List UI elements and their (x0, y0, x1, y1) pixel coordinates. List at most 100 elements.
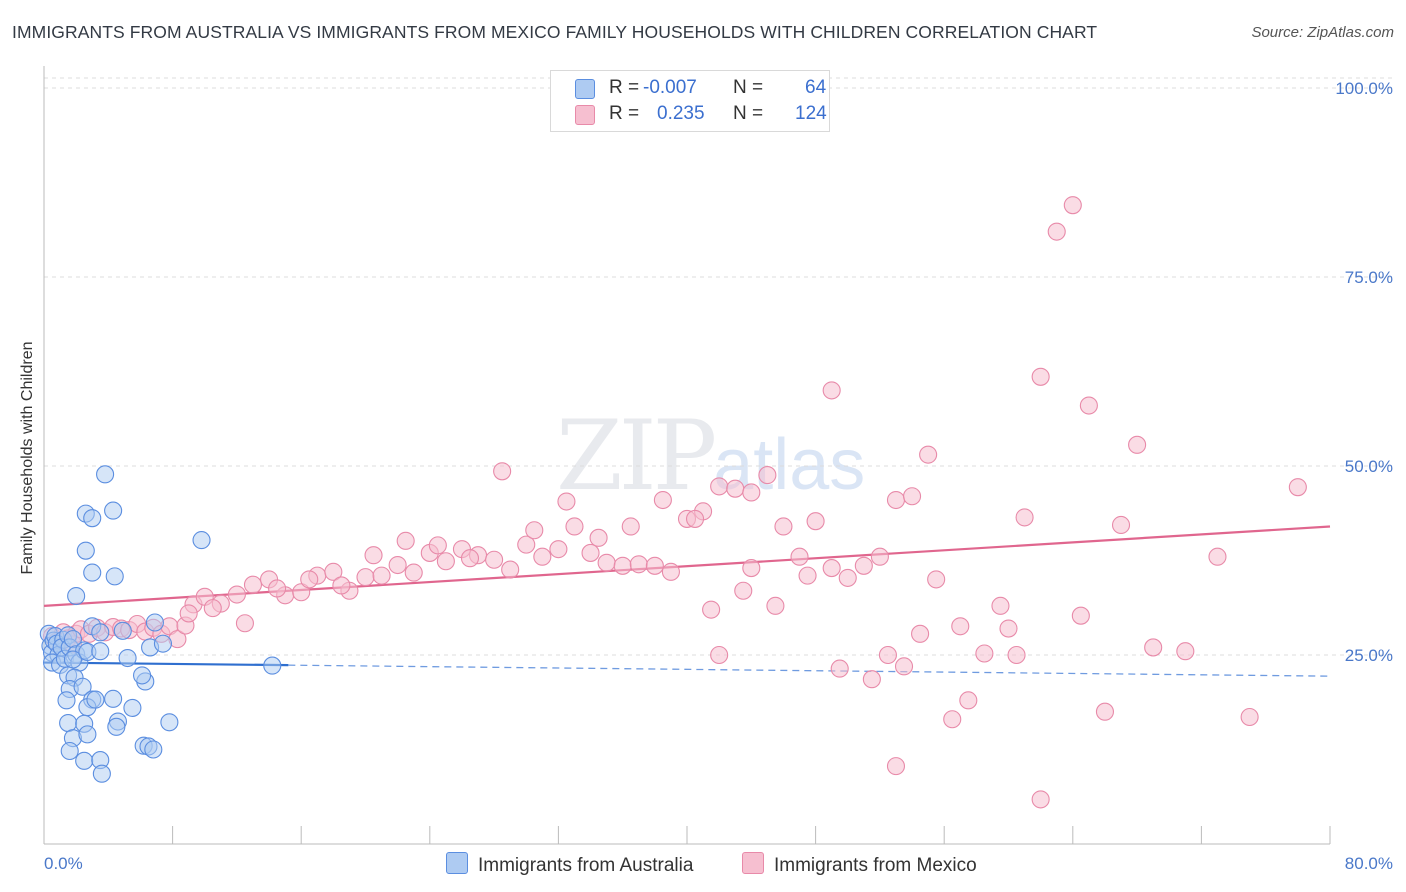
point-mexico (629, 555, 648, 574)
point-mexico (870, 547, 889, 566)
point-australia (118, 648, 137, 668)
point-mexico (485, 550, 504, 569)
point-mexico (1071, 606, 1090, 625)
point-australia (60, 741, 79, 761)
point-mexico (854, 556, 873, 575)
point-mexico (268, 579, 287, 598)
bottom-legend-label-mexico: Immigrants from Mexico (774, 855, 977, 876)
correlation-legend: R = -0.007 N = 64 R = 0.235 N = 124 (550, 70, 830, 132)
point-mexico (653, 490, 672, 510)
point-australia (83, 563, 102, 582)
tick-labels: 25.0% 50.0% 75.0% 100.0% 0.0% 80.0% (44, 79, 1393, 873)
point-australia (263, 656, 282, 675)
point-australia (96, 465, 115, 484)
point-australia (104, 689, 123, 708)
point-mexico (428, 536, 447, 555)
point-mexico (1208, 547, 1227, 566)
point-mexico (1015, 508, 1034, 527)
point-mexico (235, 614, 254, 633)
point-mexico (911, 624, 930, 643)
bottom-legend-label-australia: Immigrants from Australia (478, 855, 694, 876)
point-mexico (710, 645, 729, 665)
point-mexico (822, 559, 841, 578)
y-tick-label-100: 100.0% (1335, 79, 1393, 98)
point-mexico (862, 670, 881, 689)
point-mexico (372, 566, 391, 585)
point-mexico (806, 512, 825, 531)
point-australia (75, 751, 94, 770)
point-mexico (203, 599, 222, 618)
point-mexico (661, 562, 680, 581)
point-mexico (878, 645, 897, 665)
point-mexico (597, 553, 616, 572)
point-mexico (364, 546, 383, 565)
point-australia (92, 764, 111, 783)
point-mexico (685, 509, 705, 528)
point-mexico (533, 547, 552, 566)
point-mexico (517, 535, 536, 554)
point-mexico (798, 566, 817, 585)
bottom-legend-australia: Immigrants from Australia (446, 852, 693, 877)
point-mexico (300, 570, 319, 589)
point-mexico (1047, 222, 1066, 241)
point-mexico (501, 560, 520, 579)
point-mexico (919, 445, 938, 464)
point-mexico (702, 600, 721, 619)
point-mexico (525, 521, 544, 540)
legend-n-label: N = (733, 77, 764, 98)
point-mexico (436, 552, 455, 571)
point-mexico (243, 575, 263, 594)
point-australia (153, 634, 173, 653)
point-mexico (959, 691, 978, 710)
y-tick-label-75: 75.0% (1345, 268, 1393, 287)
point-australia (67, 586, 86, 606)
point-mexico (902, 487, 922, 506)
point-mexico (613, 556, 632, 575)
point-australia (76, 541, 95, 560)
point-mexico (830, 659, 849, 678)
point-mexico (1111, 515, 1131, 535)
point-mexico (621, 517, 640, 536)
point-australia (113, 621, 132, 640)
legend-r-value: 0.235 (657, 103, 705, 124)
point-mexico (734, 581, 753, 600)
point-mexico (886, 490, 906, 510)
point-mexico (388, 555, 407, 575)
point-australia (59, 713, 78, 733)
point-mexico (1288, 478, 1307, 497)
point-australia (83, 509, 102, 528)
point-mexico (1063, 196, 1082, 215)
point-mexico (975, 644, 994, 663)
point-mexico (549, 540, 568, 559)
bottom-legend-swatch-australia (446, 852, 468, 874)
point-mexico (943, 710, 962, 729)
point-australia (160, 713, 179, 732)
point-mexico (356, 568, 375, 587)
point-australia (91, 623, 110, 642)
watermark-zip: ZIP (556, 400, 717, 512)
point-mexico (766, 596, 785, 615)
point-mexico (565, 517, 584, 536)
grid-lines (44, 77, 1392, 656)
bottom-legend-mexico: Immigrants from Mexico (742, 852, 977, 877)
point-mexico (1079, 396, 1098, 415)
point-mexico (589, 528, 608, 547)
point-australia (144, 740, 163, 759)
point-mexico (460, 549, 480, 568)
point-mexico (557, 492, 576, 511)
legend-r-label: R = (609, 77, 640, 98)
trend-line-australia-dashed (288, 664, 1331, 677)
source-label: Source: ZipAtlas.com (1251, 24, 1394, 41)
point-mexico (332, 576, 351, 595)
point-australia (105, 567, 124, 586)
point-mexico (1128, 435, 1147, 454)
point-mexico (838, 568, 857, 587)
point-australia (104, 501, 123, 520)
point-mexico (645, 556, 664, 575)
legend-n-label: N = (733, 103, 764, 124)
point-mexico (1007, 645, 1026, 665)
y-tick-label-50: 50.0% (1345, 457, 1393, 476)
legend-swatch-australia (575, 79, 595, 99)
point-mexico (927, 570, 946, 589)
point-mexico (404, 563, 423, 582)
